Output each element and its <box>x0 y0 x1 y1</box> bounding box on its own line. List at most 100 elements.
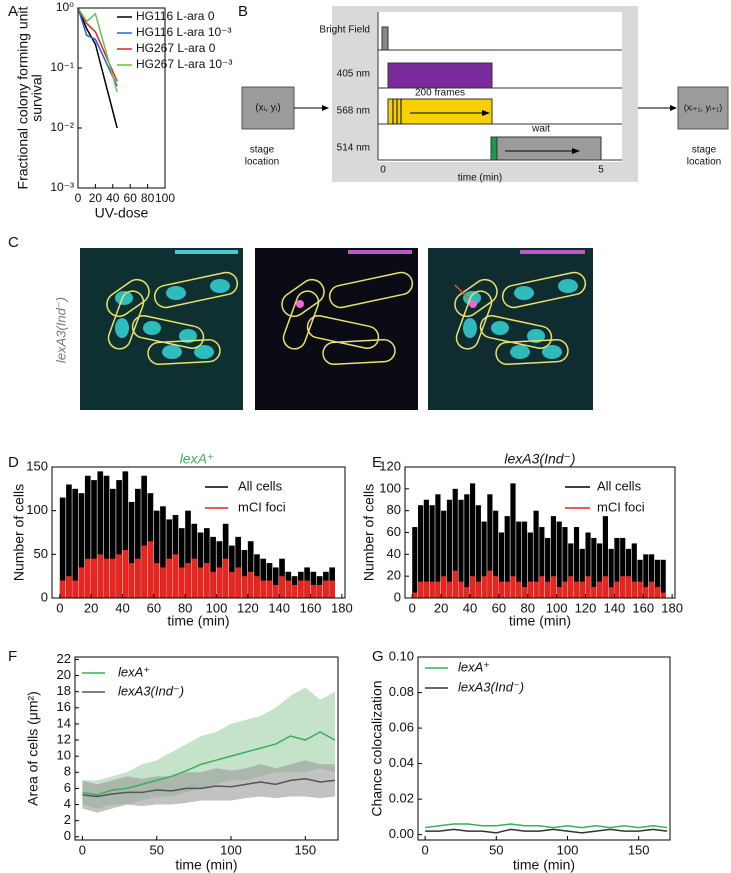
stage-box <box>241 86 295 130</box>
y-tick-label: 10⁻³ <box>50 180 74 194</box>
bar <box>452 488 458 598</box>
bar <box>597 581 603 598</box>
x-tick-label: 40 <box>106 191 120 205</box>
y-tick-label: 0.10 <box>389 648 414 663</box>
x-tick-label: 100 <box>557 842 579 857</box>
y-axis-label: Number of cells <box>361 484 377 581</box>
bar <box>660 592 666 598</box>
x-tick-label: 80 <box>520 600 534 615</box>
y-tick-label: 2 <box>64 812 71 827</box>
bar <box>235 567 241 598</box>
x-tick-label: 100 <box>206 600 228 615</box>
bar <box>166 558 173 598</box>
line <box>77 7 118 93</box>
bar <box>66 576 72 598</box>
y-tick-label: 12 <box>57 731 71 746</box>
bar <box>591 587 597 598</box>
panel-label: F <box>8 648 17 665</box>
plot-frame <box>417 656 671 841</box>
legend-label: HG116 L-ara 0 <box>136 9 215 23</box>
arrow-head <box>670 105 677 111</box>
image <box>80 248 243 410</box>
bar <box>160 506 166 598</box>
bar <box>435 494 441 598</box>
plot-frame <box>77 7 166 189</box>
bar <box>216 567 223 598</box>
bar <box>498 581 505 598</box>
micrographs: lexA3(Ind⁻) <box>53 248 593 410</box>
bar <box>579 548 585 598</box>
x-axis-label: UV-dose <box>95 205 149 221</box>
bar <box>423 581 429 598</box>
bar <box>475 581 481 598</box>
bar <box>441 510 447 598</box>
bar <box>172 554 179 598</box>
bar <box>573 581 580 598</box>
bar <box>429 505 435 598</box>
x-axis-label: time (min) <box>509 613 571 629</box>
bar <box>429 581 435 598</box>
bar <box>643 554 649 598</box>
bar <box>412 527 418 598</box>
bar <box>423 499 429 598</box>
x-tick-label: 60 <box>492 600 506 615</box>
bar <box>279 576 285 598</box>
legend-label: All cells <box>238 478 283 493</box>
x-tick-label: 100 <box>220 842 242 857</box>
bar <box>91 480 97 598</box>
panel-label: D <box>8 454 19 471</box>
bar <box>614 581 620 598</box>
bar <box>452 570 458 598</box>
bar <box>59 497 66 598</box>
line <box>82 731 336 796</box>
panel-label: C <box>8 234 19 251</box>
bar <box>66 484 72 598</box>
bright-field-pulse <box>381 26 389 51</box>
bar <box>487 570 493 598</box>
bar <box>637 581 643 598</box>
bar <box>602 516 608 598</box>
x-tick-label: 50 <box>149 842 163 857</box>
bar <box>128 563 135 598</box>
x-tick-label: 100 <box>155 191 175 205</box>
bar <box>435 581 441 598</box>
x-tick-label: 60 <box>147 600 161 615</box>
bar <box>229 571 235 598</box>
bar <box>493 576 499 598</box>
bar <box>72 488 79 598</box>
y-tick-label: 80 <box>387 502 401 517</box>
bar <box>254 576 260 598</box>
bar <box>579 581 585 598</box>
bar <box>141 475 147 598</box>
y-tick-label: 14 <box>57 715 71 730</box>
bar <box>614 537 620 598</box>
coords: (xᵢ₊₁, yᵢ₊₁) <box>684 102 722 112</box>
bar <box>625 548 632 598</box>
bar <box>97 471 104 598</box>
bar <box>203 563 210 598</box>
bar <box>160 567 166 598</box>
bar <box>458 499 464 598</box>
x-tick-label: 140 <box>604 600 626 615</box>
legend-label: HG116 L-ara 10⁻³ <box>136 25 232 39</box>
time-tick: 0 <box>380 165 386 176</box>
y-tick-label: 150 <box>26 458 48 473</box>
x-tick-label: 180 <box>661 600 683 615</box>
bar <box>78 493 85 598</box>
bar <box>147 541 154 598</box>
bar <box>323 580 329 598</box>
bar <box>297 580 304 598</box>
bar <box>78 567 85 598</box>
bar <box>446 499 453 598</box>
bar <box>153 563 160 598</box>
bar <box>72 580 79 598</box>
bar <box>631 543 637 598</box>
bar <box>197 567 204 598</box>
channel: 568 nm <box>337 106 370 117</box>
bar <box>441 576 447 598</box>
y-tick-label: 0.06 <box>389 720 414 735</box>
bar <box>260 580 267 598</box>
bar <box>568 543 574 598</box>
bar <box>637 559 643 598</box>
x-tick-label: 160 <box>300 600 322 615</box>
